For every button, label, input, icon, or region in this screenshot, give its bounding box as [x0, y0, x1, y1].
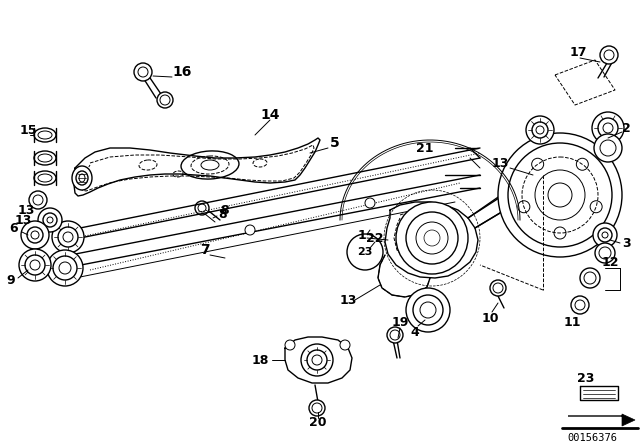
Text: 16: 16 [172, 65, 191, 79]
Circle shape [157, 92, 173, 108]
Text: 13: 13 [18, 203, 35, 216]
Circle shape [571, 296, 589, 314]
Text: 4: 4 [411, 326, 419, 339]
Text: 5: 5 [330, 136, 340, 150]
Circle shape [38, 208, 62, 232]
Circle shape [526, 116, 554, 144]
Circle shape [301, 344, 333, 376]
Circle shape [19, 249, 51, 281]
Circle shape [594, 134, 622, 162]
Circle shape [396, 202, 468, 274]
Text: 13: 13 [15, 214, 33, 227]
Circle shape [490, 280, 506, 296]
Text: 20: 20 [309, 415, 327, 428]
Text: 13: 13 [339, 293, 356, 306]
Text: 2: 2 [622, 121, 631, 134]
Circle shape [309, 400, 325, 416]
Text: 10: 10 [481, 311, 499, 324]
Text: 23: 23 [357, 247, 372, 257]
Circle shape [498, 133, 622, 257]
Circle shape [21, 221, 49, 249]
Circle shape [47, 250, 83, 286]
Text: 7: 7 [200, 243, 210, 257]
Ellipse shape [72, 166, 92, 190]
Text: 00156376: 00156376 [567, 433, 617, 443]
Text: 1: 1 [358, 228, 366, 241]
Ellipse shape [34, 151, 56, 165]
Circle shape [195, 201, 209, 215]
Circle shape [592, 112, 624, 144]
Text: 9: 9 [6, 273, 15, 287]
Circle shape [52, 221, 84, 253]
Text: 12: 12 [601, 255, 619, 268]
Circle shape [600, 46, 618, 64]
Text: 6: 6 [10, 221, 18, 234]
Text: 3: 3 [622, 237, 630, 250]
Text: 14: 14 [260, 108, 280, 122]
Ellipse shape [34, 171, 56, 185]
Polygon shape [568, 414, 635, 426]
Text: 13: 13 [492, 156, 509, 169]
Circle shape [340, 340, 350, 350]
Text: 23: 23 [577, 371, 595, 384]
Circle shape [285, 340, 295, 350]
Circle shape [245, 225, 255, 235]
Text: 19: 19 [391, 315, 409, 328]
Text: 18: 18 [252, 353, 269, 366]
Text: 8: 8 [220, 203, 228, 216]
Text: 15: 15 [20, 124, 38, 137]
Circle shape [365, 198, 375, 208]
Circle shape [387, 327, 403, 343]
Text: 11: 11 [563, 315, 580, 328]
Text: 21: 21 [416, 142, 434, 155]
Text: 8: 8 [218, 207, 227, 220]
Circle shape [357, 237, 373, 253]
Text: 22: 22 [366, 232, 384, 245]
Circle shape [580, 268, 600, 288]
Ellipse shape [34, 128, 56, 142]
Circle shape [406, 288, 450, 332]
Text: 17: 17 [570, 46, 588, 59]
Circle shape [593, 223, 617, 247]
Ellipse shape [29, 191, 47, 209]
Circle shape [595, 243, 615, 263]
Circle shape [134, 63, 152, 81]
Circle shape [347, 234, 383, 270]
